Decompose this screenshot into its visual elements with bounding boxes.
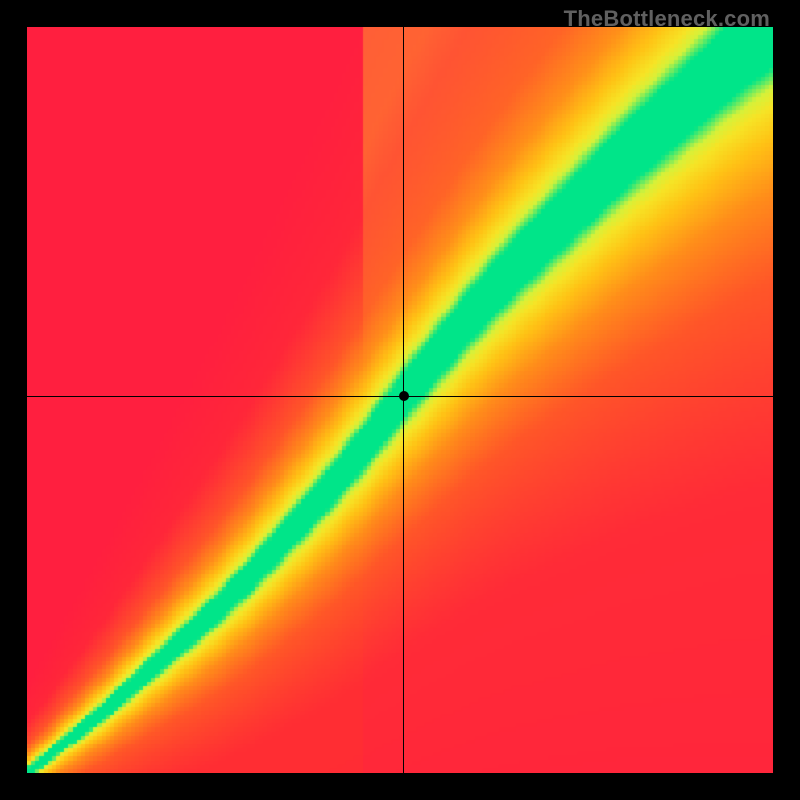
selection-marker <box>399 391 409 401</box>
watermark-text: TheBottleneck.com <box>564 6 770 32</box>
heatmap-plot <box>27 27 773 773</box>
